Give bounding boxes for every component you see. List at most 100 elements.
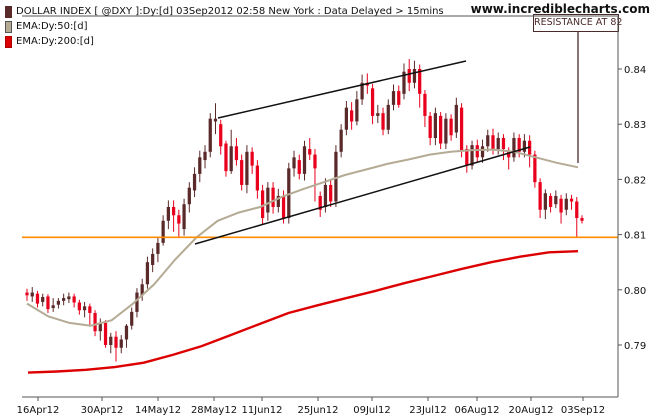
candle-body bbox=[297, 160, 301, 174]
candles-layer bbox=[25, 59, 584, 362]
y-tick-label: 0.83 bbox=[624, 120, 646, 131]
candle-body bbox=[177, 215, 181, 224]
candle-body bbox=[548, 195, 553, 207]
candle-body bbox=[88, 306, 92, 313]
candle-body bbox=[114, 336, 118, 348]
candle-body bbox=[250, 151, 254, 166]
candle-body bbox=[271, 187, 275, 207]
candle-body bbox=[203, 151, 207, 161]
candle-body bbox=[370, 88, 375, 116]
candle-body bbox=[140, 284, 144, 296]
y-tick-label: 0.84 bbox=[624, 65, 646, 76]
candle-body bbox=[433, 113, 438, 138]
candle-body bbox=[507, 151, 511, 158]
ema50-swatch bbox=[5, 20, 12, 33]
x-tick-label: 14May12 bbox=[135, 405, 181, 416]
candle-body bbox=[302, 146, 307, 174]
candle-body bbox=[329, 184, 333, 202]
lines-layer bbox=[22, 31, 618, 374]
legend-ema50-label: EMA:Dy:50:[d] bbox=[16, 21, 88, 32]
candle-body bbox=[171, 207, 176, 216]
legend-row-ema50: EMA:Dy:50:[d] bbox=[5, 19, 444, 34]
candle-body bbox=[67, 296, 71, 300]
candle-body bbox=[166, 207, 170, 221]
candle-body bbox=[62, 298, 66, 301]
candle-body bbox=[449, 118, 453, 136]
candle-body bbox=[517, 138, 521, 152]
candle-body bbox=[82, 306, 87, 311]
candle-body bbox=[198, 157, 202, 174]
candle-body bbox=[475, 145, 479, 158]
candle-body bbox=[381, 113, 385, 130]
legend-ema200-label: EMA:Dy:200:[d] bbox=[16, 36, 94, 47]
chart-legend: DOLLAR INDEX [ @DXY ]:Dy:[d] 03Sep2012 0… bbox=[5, 4, 444, 49]
candle-body bbox=[512, 138, 516, 158]
axes-layer: 0.84 0.83 0.82 0.81 0.80 0.79 16Apr12 30Apr12 14… bbox=[17, 15, 646, 416]
x-tick-label: 16Apr12 bbox=[17, 405, 60, 416]
candle-body bbox=[575, 201, 579, 219]
title-swatch bbox=[5, 5, 12, 18]
candle-body bbox=[229, 146, 233, 172]
candle-body bbox=[407, 69, 411, 83]
candle-body bbox=[349, 110, 354, 122]
candle-body bbox=[41, 296, 45, 302]
candle-body bbox=[145, 262, 150, 285]
candle-body bbox=[496, 138, 500, 150]
x-tick-label: 23Jul12 bbox=[409, 405, 447, 416]
candle-body bbox=[465, 149, 469, 166]
candle-body bbox=[323, 184, 328, 207]
candle-body bbox=[491, 135, 495, 150]
candle-body bbox=[308, 149, 312, 155]
y-tick-label: 0.81 bbox=[624, 231, 646, 242]
candle-body bbox=[51, 305, 55, 309]
candle-body bbox=[156, 242, 160, 254]
candle-body bbox=[444, 118, 448, 144]
y-tick-label: 0.82 bbox=[624, 175, 646, 186]
candle-body bbox=[72, 296, 76, 303]
candle-body bbox=[554, 195, 558, 205]
candle-body bbox=[292, 157, 296, 169]
x-tick-label: 20Aug12 bbox=[509, 405, 554, 416]
candle-body bbox=[559, 198, 563, 213]
x-tick-label: 11Jun12 bbox=[241, 405, 282, 416]
candle-body bbox=[46, 296, 50, 310]
candle-body bbox=[418, 69, 422, 94]
x-tick-label: 03Sep12 bbox=[561, 405, 605, 416]
candle-body bbox=[240, 160, 244, 185]
x-tick-label: 25Jun12 bbox=[297, 405, 338, 416]
candle-body bbox=[334, 151, 338, 202]
candle-body bbox=[501, 138, 506, 150]
chart-title: DOLLAR INDEX [ @DXY ]:Dy:[d] 03Sep2012 0… bbox=[16, 6, 444, 17]
candle-body bbox=[219, 124, 223, 147]
candle-body bbox=[480, 146, 485, 158]
candle-body bbox=[564, 198, 568, 210]
candle-body bbox=[187, 187, 191, 205]
x-tick-label: 06Aug12 bbox=[455, 405, 500, 416]
candle-body bbox=[580, 218, 584, 221]
x-tick-label: 09Jul12 bbox=[353, 405, 391, 416]
ema50-line bbox=[26, 148, 579, 327]
x-tick-label: 28May12 bbox=[191, 405, 237, 416]
candle-body bbox=[260, 190, 265, 219]
candle-body bbox=[98, 322, 102, 332]
candle-body bbox=[376, 113, 380, 116]
candle-body bbox=[77, 302, 81, 311]
candle-body bbox=[313, 154, 317, 169]
candle-body bbox=[208, 118, 212, 152]
candle-body bbox=[486, 135, 490, 147]
candle-body bbox=[151, 253, 155, 265]
candle-body bbox=[459, 107, 464, 152]
channel-lower-line bbox=[194, 146, 531, 245]
candle-body bbox=[439, 115, 443, 144]
candle-body bbox=[454, 104, 458, 133]
candle-body bbox=[245, 151, 249, 185]
candle-body bbox=[93, 312, 97, 332]
candle-body bbox=[234, 146, 239, 161]
candle-body bbox=[318, 195, 322, 210]
candle-body bbox=[538, 182, 542, 210]
candle-body bbox=[109, 336, 113, 345]
candle-body bbox=[360, 82, 364, 100]
candle-body bbox=[161, 220, 165, 243]
candle-body bbox=[428, 115, 432, 138]
candle-body bbox=[213, 118, 218, 122]
